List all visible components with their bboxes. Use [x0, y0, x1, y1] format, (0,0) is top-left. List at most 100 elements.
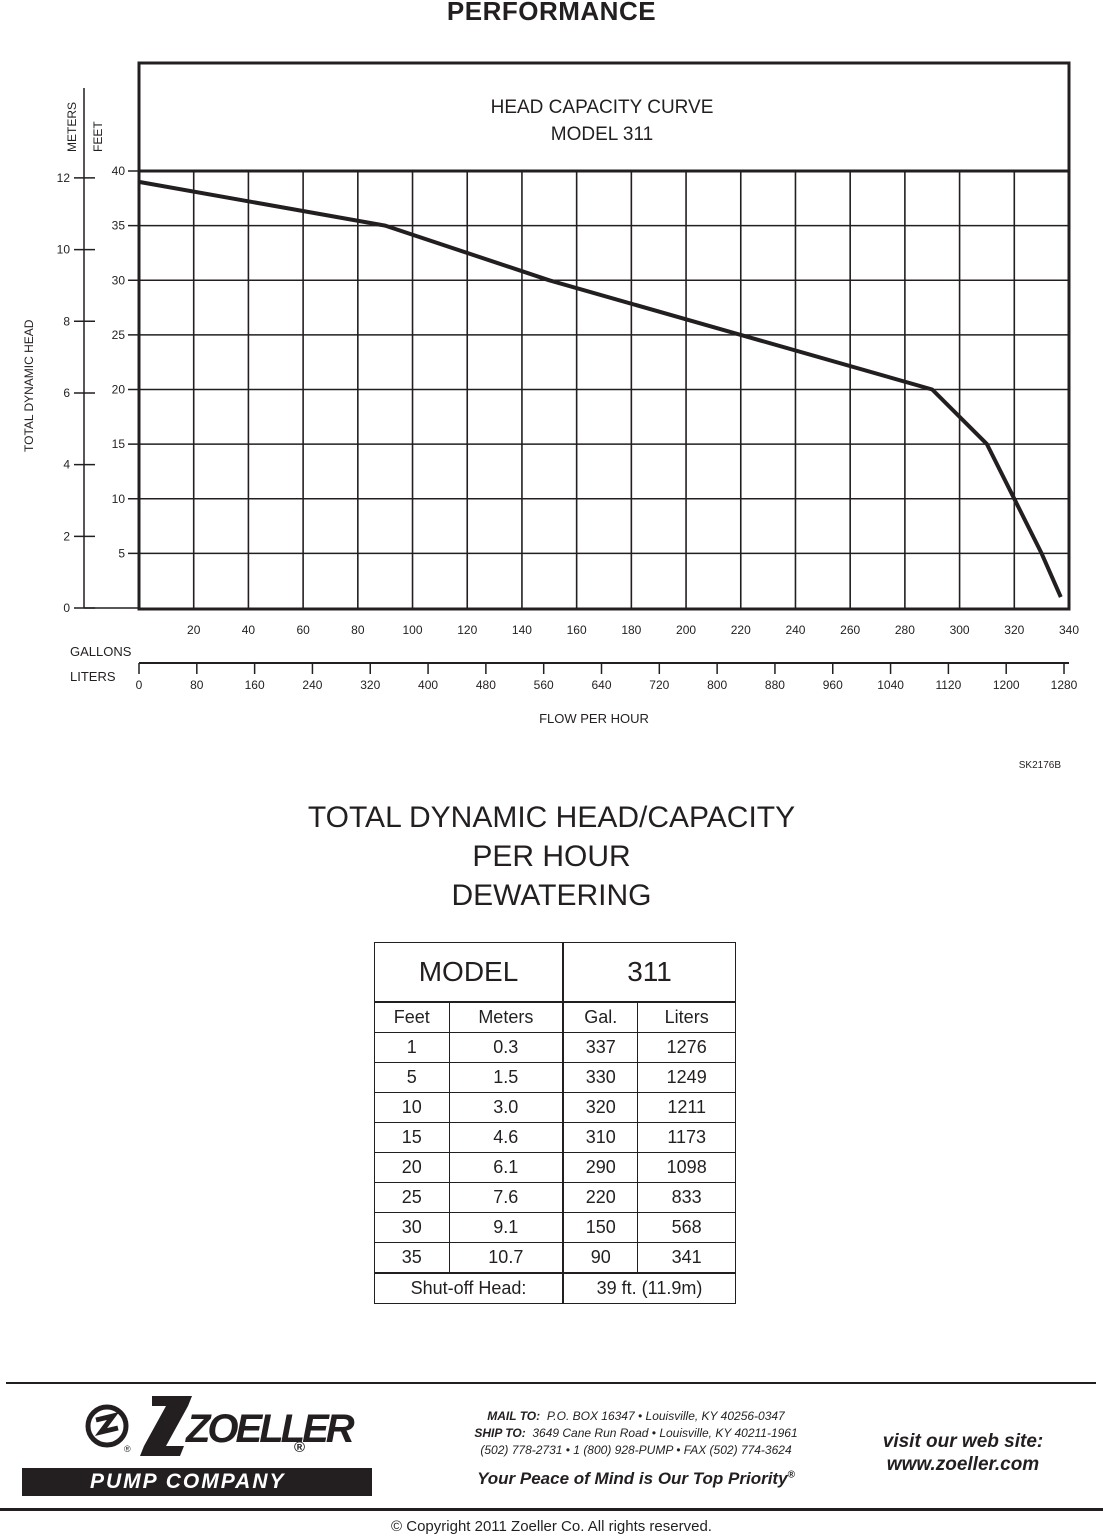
liters-tick-label: 560: [534, 678, 554, 692]
tagline-registered: ®: [787, 1469, 795, 1481]
gallons-tick-label: 200: [676, 623, 696, 637]
meters-tick-label: 10: [57, 243, 71, 257]
logo-circle-icon: [85, 1404, 129, 1448]
mail-to-label: MAIL TO:: [487, 1409, 541, 1423]
cell-liters: 1211: [637, 1092, 736, 1123]
liters-tick-label: 1200: [993, 678, 1020, 692]
footer-divider-bottom: [0, 1508, 1103, 1511]
head-capacity-curve: [138, 179, 1063, 598]
liters-tick-label: 80: [190, 678, 204, 692]
liters-tick-label: 720: [649, 678, 669, 692]
liters-tick-label: 800: [707, 678, 727, 692]
header-feet: Feet: [374, 1001, 450, 1033]
feet-tick-label: 35: [112, 219, 126, 233]
gallons-tick-label: 220: [731, 623, 751, 637]
logo-wordmark: ZOELLER: [185, 1407, 355, 1451]
gallons-tick-label: 320: [1004, 623, 1024, 637]
model-value: 311: [562, 942, 737, 1003]
table-row: 10 3.0 320 1211: [374, 1092, 736, 1123]
liters-tick-label: 880: [765, 678, 785, 692]
gallons-tick-label: 240: [785, 623, 805, 637]
phone-line: (502) 778-2731 • 1 (800) 928-PUMP • FAX …: [480, 1443, 792, 1457]
cell-liters: 1276: [637, 1032, 736, 1063]
header-gal: Gal.: [562, 1001, 639, 1033]
gallons-tick-label: 60: [296, 623, 310, 637]
y-axis-label: TOTAL DYNAMIC HEAD: [22, 319, 36, 452]
section-title: TOTAL DYNAMIC HEAD/CAPACITY PER HOUR DEW…: [0, 798, 1103, 915]
cell-liters: 1098: [637, 1152, 736, 1183]
meters-tick-label: 4: [63, 458, 70, 472]
chart-grid: [139, 171, 1069, 608]
feet-tick-label: 25: [112, 328, 126, 342]
cell-feet: 20: [374, 1152, 450, 1183]
feet-tick-label: 30: [112, 273, 126, 287]
liters-tick-label: 1280: [1051, 678, 1078, 692]
liters-tick-label: 320: [360, 678, 380, 692]
cell-liters: 341: [637, 1242, 736, 1274]
meters-tick-label: 6: [63, 386, 70, 400]
section-title-line-2: PER HOUR: [472, 840, 631, 873]
mail-to-line: MAIL TO: P.O. BOX 16347 • Louisville, KY…: [440, 1408, 832, 1425]
cell-feet: 25: [374, 1182, 450, 1213]
cell-meters: 10.7: [448, 1242, 565, 1274]
gallons-tick-label: 260: [840, 623, 860, 637]
cell-meters: 1.5: [448, 1062, 565, 1093]
model-label: MODEL: [374, 942, 565, 1003]
cell-liters: 1249: [637, 1062, 736, 1093]
chart-frame: [137, 61, 1071, 611]
liters-ticks: 0 80 160 240 320 400 480 560 640 720 800 880 960 1040…: [136, 663, 1078, 692]
zoeller-logo-mark: ZOELLER ® ®: [85, 1396, 358, 1456]
gallons-tick-label: 300: [950, 623, 970, 637]
cell-feet: 5: [374, 1062, 450, 1093]
gallons-tick-label: 160: [567, 623, 587, 637]
gallons-tick-label: 100: [403, 623, 423, 637]
address-block: MAIL TO: P.O. BOX 16347 • Louisville, KY…: [440, 1408, 832, 1459]
website-label: visit our web site:: [882, 1431, 1044, 1452]
liters-tick-label: 480: [476, 678, 496, 692]
header-liters: Liters: [637, 1001, 736, 1033]
feet-tick-label: 15: [112, 437, 126, 451]
gallons-tick-label: 40: [242, 623, 256, 637]
pump-company-banner: PUMP COMPANY: [22, 1468, 372, 1496]
meters-tick-label: 12: [57, 171, 71, 185]
tagline-text: Your Peace of Mind is Our Top Priority: [477, 1469, 788, 1488]
cell-feet: 35: [374, 1242, 450, 1274]
table-header-row: Feet Meters Gal. Liters: [374, 1001, 736, 1033]
cell-gal: 150: [562, 1212, 639, 1243]
liters-tick-label: 640: [591, 678, 611, 692]
liters-tick-label: 1040: [877, 678, 904, 692]
feet-axis-label: FEET: [91, 121, 105, 152]
table-row: 35 10.7 90 341: [374, 1242, 736, 1274]
table-row: 20 6.1 290 1098: [374, 1152, 736, 1183]
cell-gal: 220: [562, 1182, 639, 1213]
header-meters: Meters: [448, 1001, 565, 1033]
gallons-tick-label: 140: [512, 623, 532, 637]
feet-tick-label: 20: [112, 383, 126, 397]
cell-gal: 337: [562, 1032, 639, 1063]
drawing-code: SK2176B: [1019, 760, 1062, 771]
cell-gal: 290: [562, 1152, 639, 1183]
gallons-tick-label: 80: [351, 623, 365, 637]
feet-tick-label: 5: [118, 546, 125, 560]
liters-tick-label: 240: [302, 678, 322, 692]
table-row: 30 9.1 150 568: [374, 1212, 736, 1243]
table-row: 5 1.5 330 1249: [374, 1062, 736, 1093]
x-axis-label: FLOW PER HOUR: [539, 711, 649, 726]
table-row: 15 4.6 310 1173: [374, 1122, 736, 1153]
feet-ticks: 5 10 15 20 25 30 35 40: [112, 164, 139, 560]
copyright-notice: © Copyright 2011 Zoeller Co. All rights …: [391, 1518, 712, 1535]
liters-tick-label: 160: [245, 678, 265, 692]
cell-meters: 7.6: [448, 1182, 565, 1213]
ship-to-line: SHIP TO: 3649 Cane Run Road • Louisville…: [440, 1425, 832, 1442]
cell-meters: 4.6: [448, 1122, 565, 1153]
liters-tick-label: 0: [136, 678, 143, 692]
feet-tick-label: 40: [112, 164, 126, 178]
gallons-tick-label: 340: [1059, 623, 1079, 637]
table-row: 1 0.3 337 1276: [374, 1032, 736, 1063]
logo-lightning-icon: [94, 1411, 120, 1437]
section-title-line-3: DEWATERING: [451, 879, 652, 912]
website-link[interactable]: www.zoeller.com: [886, 1454, 1040, 1475]
meters-tick-label: 0: [63, 601, 70, 615]
liters-tick-label: 960: [823, 678, 843, 692]
shutoff-label: Shut-off Head:: [374, 1272, 565, 1304]
